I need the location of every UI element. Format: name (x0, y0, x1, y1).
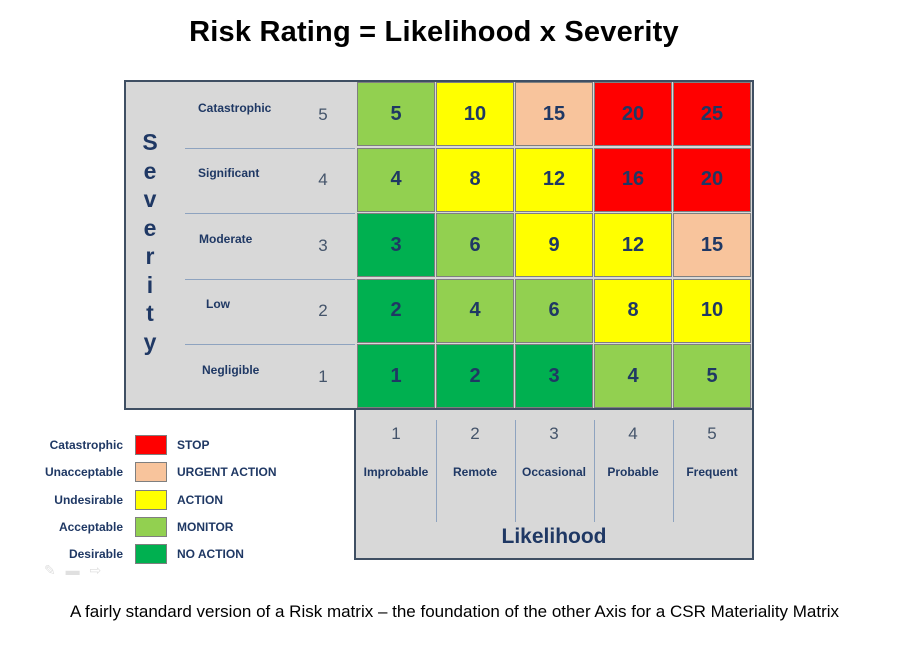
risk-cell: 15 (673, 213, 751, 277)
risk-cell: 16 (594, 147, 672, 212)
severity-row-value: 1 (318, 366, 328, 386)
col-divider (673, 420, 674, 522)
legend-action: MONITOR (177, 519, 234, 534)
risk-cell: 1 (357, 344, 435, 408)
severity-letter: e (143, 157, 157, 184)
legend-swatch (135, 516, 167, 537)
col-divider (436, 420, 437, 522)
severity-letter: S (142, 129, 158, 155)
severity-row-label: Negligible (202, 362, 260, 377)
likelihood-col-label: Frequent (686, 465, 738, 479)
risk-cell: 4 (436, 278, 514, 343)
likelihood-col-label: Occasional (521, 465, 587, 479)
row-divider (185, 147, 355, 149)
risk-cell: 20 (673, 147, 751, 212)
legend-action: NO ACTION (177, 547, 244, 562)
col-divider (515, 420, 516, 522)
risk-cell: 5 (357, 82, 435, 146)
severity-letter: i (146, 271, 154, 298)
legend-swatch (135, 544, 167, 565)
likelihood-col-value: 2 (470, 424, 480, 443)
risk-cell: 9 (515, 213, 593, 277)
risk-cell: 20 (594, 82, 672, 146)
risk-cell: 10 (436, 82, 514, 146)
legend-level-name: Catastrophic (49, 438, 123, 452)
likelihood-col-value: 1 (391, 424, 401, 443)
likelihood-col-value: 3 (549, 424, 559, 443)
likelihood-col-value: 4 (628, 424, 638, 443)
legend-action: STOP (177, 438, 210, 452)
severity-letter: t (146, 300, 154, 326)
severity-letter: y (143, 328, 157, 355)
severity-letter: r (145, 243, 155, 269)
likelihood-col-label: Remote (452, 465, 497, 479)
severity-row-label: Catastrophic (198, 100, 272, 115)
caption: A fairly standard version of a Risk matr… (69, 602, 840, 621)
severity-row-value: 2 (318, 301, 328, 321)
row-divider (185, 344, 355, 345)
risk-cell: 2 (436, 344, 514, 408)
risk-cell: 12 (515, 147, 593, 212)
chart-title: Risk Rating = Likelihood x Severity (189, 16, 679, 48)
severity-row-value: 3 (318, 235, 328, 255)
legend-swatch (135, 435, 167, 455)
severity-row-label: Low (206, 297, 230, 312)
row-divider (185, 278, 355, 280)
risk-cell: 10 (673, 278, 751, 343)
legend-level-name: Desirable (68, 547, 123, 562)
risk-cell: 5 (673, 344, 751, 408)
severity-row-label: Moderate (199, 231, 253, 246)
risk-cell: 12 (594, 213, 672, 277)
risk-cell: 8 (594, 278, 672, 343)
col-divider (594, 420, 595, 522)
likelihood-axis-label: Likelihood (501, 525, 607, 548)
risk-cell: 4 (357, 147, 435, 212)
risk-cell: 8 (436, 147, 514, 212)
likelihood-col-label: Probable (607, 465, 659, 479)
risk-cell: 3 (357, 213, 435, 277)
likelihood-col-label: Improbable (363, 465, 429, 479)
watermark-icon: ✎ ▬ ⇨ (44, 562, 105, 578)
likelihood-col-value: 5 (707, 424, 717, 443)
risk-cell: 15 (515, 82, 593, 146)
legend-swatch (135, 489, 167, 510)
risk-cell: 6 (515, 278, 593, 343)
row-divider (185, 213, 355, 214)
risk-cell: 4 (594, 344, 672, 408)
legend-level-name: Acceptable (58, 519, 123, 534)
severity-letter: e (143, 214, 157, 241)
legend-level-name: Undesirable (54, 492, 123, 507)
legend-level-name: Unacceptable (44, 465, 123, 480)
likelihood-panel (354, 408, 754, 560)
severity-row-value: 5 (318, 104, 328, 124)
risk-cell: 6 (436, 213, 514, 277)
legend-action: ACTION (177, 492, 223, 507)
severity-row-label: Significant (198, 166, 260, 181)
risk-cell: 3 (515, 344, 593, 408)
legend-action: URGENT ACTION (177, 465, 277, 480)
severity-row-value: 4 (318, 170, 328, 190)
severity-letter: v (143, 186, 157, 212)
risk-cell: 2 (357, 278, 435, 343)
legend-swatch (135, 462, 167, 483)
risk-cell: 25 (673, 82, 751, 146)
